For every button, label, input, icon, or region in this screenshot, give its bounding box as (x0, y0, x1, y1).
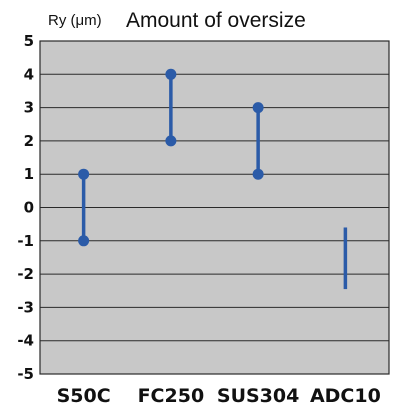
y-tick-label: -2 (17, 265, 34, 283)
x-category-labels: S50C FC250 SUS304 ADC10 (57, 385, 381, 407)
y-tick-label: 1 (24, 165, 34, 183)
x-category-label: S50C (57, 385, 111, 407)
y-tick-label: -5 (17, 365, 34, 383)
y-tick-label: 3 (24, 99, 34, 117)
range-high-marker-sus304 (252, 102, 264, 114)
range-high-marker-fc250 (165, 68, 177, 80)
y-tick-label: 0 (24, 199, 34, 217)
x-category-label: ADC10 (310, 385, 381, 407)
y-tick-label: -4 (17, 332, 34, 350)
range-high-marker-s50c (78, 168, 90, 180)
x-category-label: SUS304 (217, 385, 299, 407)
y-tick-label: -1 (17, 232, 34, 250)
y-tick-labels: 5 4 3 2 1 0 -1 -2 -3 -4 -5 (17, 32, 34, 383)
y-axis-unit-label: Ry (μm) (48, 12, 102, 29)
range-series (78, 68, 348, 290)
chart-title: Amount of oversize (126, 9, 306, 32)
y-tick-label: 4 (24, 65, 34, 83)
y-tick-label: -3 (17, 298, 34, 316)
range-low-marker-fc250 (165, 135, 177, 147)
range-low-marker-sus304 (252, 168, 264, 180)
y-tick-label: 2 (24, 132, 34, 150)
range-low-marker-s50c (78, 235, 90, 247)
plot-frame (39, 40, 390, 375)
y-tick-label: 5 (24, 32, 34, 50)
x-category-label: FC250 (138, 385, 205, 407)
